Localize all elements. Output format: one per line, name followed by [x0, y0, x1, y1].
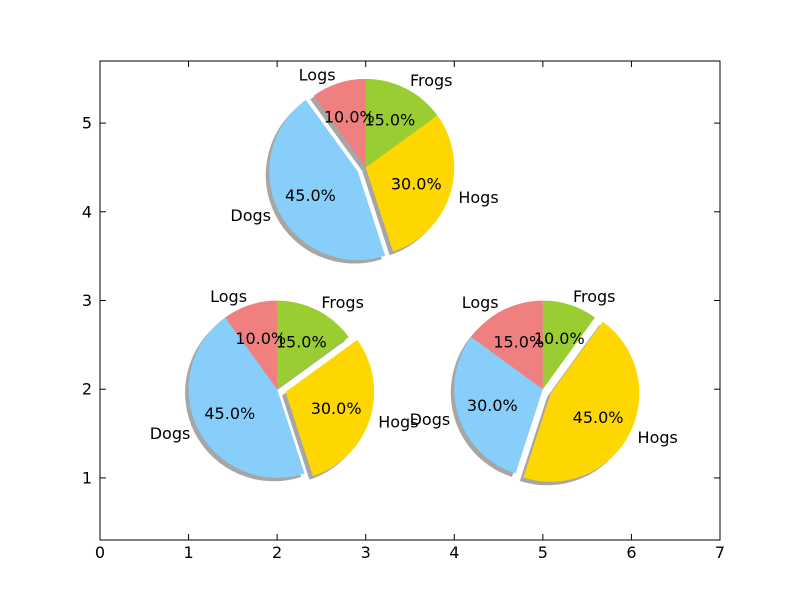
x-tick-label: 0 [95, 543, 105, 562]
slice-hogs [285, 339, 375, 477]
slice-frogs [365, 78, 438, 168]
slice-percent: 15.0% [364, 111, 415, 130]
slice-logs [313, 78, 366, 168]
slice-label: Logs [299, 65, 336, 84]
slice-frogs [277, 300, 349, 390]
slice-frogs [542, 300, 595, 390]
slice-percent: 10.0% [534, 329, 585, 348]
x-tick-label: 5 [538, 543, 548, 562]
slice-label: Frogs [410, 71, 453, 90]
slice-hogs [523, 321, 640, 482]
slice-logs [471, 300, 543, 390]
slice-dogs [269, 99, 386, 261]
slice-percent: 30.0% [467, 396, 518, 415]
slice-dogs [188, 317, 305, 478]
y-tick-label: 5 [82, 114, 92, 133]
pie-3: Logs 15.0% Dogs 30.0% Hogs 45.0% Frogs 10.0% [410, 287, 678, 486]
slice-label: Dogs [410, 410, 451, 429]
slice-logs [225, 300, 278, 390]
slice-percent: 30.0% [391, 174, 442, 193]
slice-percent: 15.0% [493, 332, 544, 351]
x-tick-label: 6 [626, 543, 636, 562]
slice-label: Hogs [638, 428, 678, 447]
slice-label: Hogs [458, 188, 498, 207]
slice-percent: 10.0% [235, 329, 286, 348]
pie-2: Logs 10.0% Dogs 45.0% Hogs 30.0% Frogs 15.0% [150, 287, 419, 482]
y-tick-label: 4 [82, 202, 92, 221]
slice-label: Dogs [150, 424, 191, 443]
y-tick-label: 3 [82, 291, 92, 310]
slice-dogs [454, 337, 543, 474]
slice-percent: 45.0% [285, 186, 336, 205]
slice-label: Frogs [321, 293, 364, 312]
x-tick-label: 4 [449, 543, 459, 562]
slice-label: Logs [210, 287, 247, 306]
x-tick-label: 2 [272, 543, 282, 562]
x-tick-label: 1 [183, 543, 193, 562]
slice-label: Logs [462, 293, 499, 312]
slice-percent: 15.0% [276, 332, 327, 351]
slice-label: Frogs [573, 287, 616, 306]
slice-label: Dogs [230, 206, 271, 225]
x-tick-label: 7 [715, 543, 725, 562]
slice-percent: 10.0% [324, 107, 375, 126]
pie-1: Logs 10.0% Dogs 45.0% Hogs 30.0% Frogs 15.0% [230, 65, 499, 264]
slice-percent: 45.0% [573, 408, 624, 427]
x-tick-label: 3 [361, 543, 371, 562]
slice-percent: 45.0% [204, 404, 255, 423]
y-tick-label: 1 [82, 468, 92, 487]
y-tick-label: 2 [82, 380, 92, 399]
axis-ticks: 0 1 2 3 4 5 6 7 1 2 3 4 5 [82, 61, 725, 562]
slice-label: Hogs [378, 413, 418, 432]
slice-percent: 30.0% [311, 399, 362, 418]
slice-hogs [365, 115, 455, 252]
